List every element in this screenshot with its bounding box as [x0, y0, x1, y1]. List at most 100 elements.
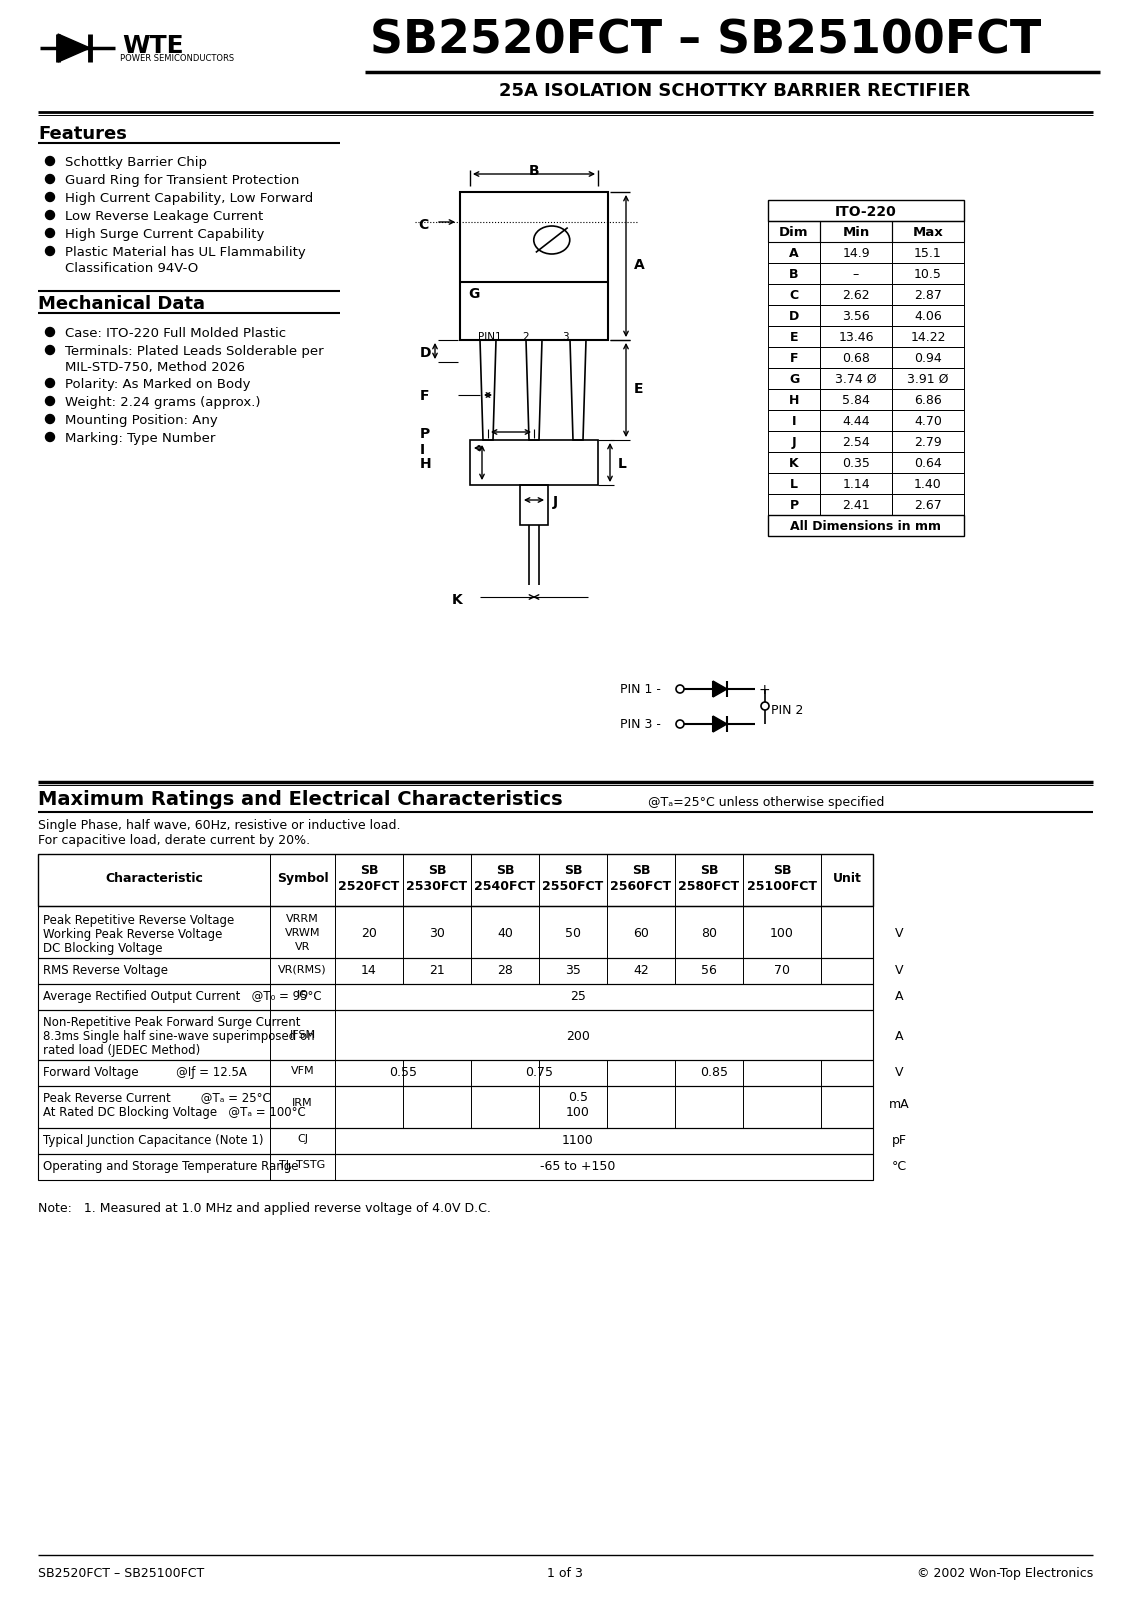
Text: Typical Junction Capacitance (Note 1): Typical Junction Capacitance (Note 1): [43, 1134, 264, 1147]
Text: 200: 200: [566, 1030, 590, 1043]
Circle shape: [761, 702, 769, 710]
Bar: [38, 1128, 873, 1154]
Text: Features: Features: [38, 125, 127, 142]
Text: Unit: Unit: [832, 872, 862, 885]
Text: L: L: [789, 478, 798, 491]
Bar: [892, 221, 964, 242]
Text: A: A: [789, 246, 798, 259]
Text: Working Peak Reverse Voltage: Working Peak Reverse Voltage: [43, 928, 223, 941]
Text: V: V: [895, 963, 904, 978]
Text: Non-Repetitive Peak Forward Surge Current: Non-Repetitive Peak Forward Surge Curren…: [43, 1016, 301, 1029]
Text: 4.44: 4.44: [843, 414, 870, 427]
Text: 2.41: 2.41: [843, 499, 870, 512]
Text: Characteristic: Characteristic: [105, 872, 202, 885]
Text: C: C: [418, 218, 429, 232]
Bar: [470, 440, 598, 485]
Text: Min: Min: [843, 226, 870, 238]
Text: Single Phase, half wave, 60Hz, resistive or inductive load.: Single Phase, half wave, 60Hz, resistive…: [38, 819, 400, 832]
Text: SB: SB: [495, 864, 515, 877]
Text: PIN 1 -: PIN 1 -: [620, 683, 661, 696]
Text: G: G: [468, 286, 480, 301]
Bar: [768, 200, 964, 221]
Circle shape: [45, 229, 54, 237]
Text: F: F: [420, 389, 430, 403]
Text: SB2520FCT – SB25100FCT: SB2520FCT – SB25100FCT: [38, 1566, 205, 1581]
Bar: [820, 474, 892, 494]
Text: +: +: [759, 683, 770, 698]
Text: mA: mA: [889, 1098, 909, 1110]
Text: Guard Ring for Transient Protection: Guard Ring for Transient Protection: [64, 174, 300, 187]
Bar: [768, 474, 820, 494]
Bar: [768, 494, 820, 515]
Text: VR(RMS): VR(RMS): [278, 963, 327, 974]
Text: DC Blocking Voltage: DC Blocking Voltage: [43, 942, 163, 955]
Bar: [820, 494, 892, 515]
Bar: [820, 389, 892, 410]
Bar: [38, 906, 873, 958]
Text: 13.46: 13.46: [838, 331, 874, 344]
Text: 14.9: 14.9: [843, 246, 870, 259]
Text: 25A ISOLATION SCHOTTKY BARRIER RECTIFIER: 25A ISOLATION SCHOTTKY BARRIER RECTIFIER: [500, 82, 970, 99]
Circle shape: [45, 379, 54, 387]
Text: VR: VR: [295, 942, 310, 952]
Text: Classification 94V-O: Classification 94V-O: [64, 262, 198, 275]
Text: 2540FCT: 2540FCT: [474, 880, 536, 893]
Text: Operating and Storage Temperature Range: Operating and Storage Temperature Range: [43, 1160, 299, 1173]
Text: CJ: CJ: [297, 1134, 308, 1144]
Text: Plastic Material has UL Flammability: Plastic Material has UL Flammability: [64, 246, 305, 259]
Text: WTE: WTE: [122, 34, 183, 58]
Text: B: B: [789, 267, 798, 282]
Text: SB2520FCT – SB25100FCT: SB2520FCT – SB25100FCT: [370, 18, 1042, 62]
Text: SB: SB: [563, 864, 582, 877]
Text: TJ, TSTG: TJ, TSTG: [279, 1160, 326, 1170]
Bar: [768, 515, 964, 536]
Text: V: V: [895, 926, 904, 939]
Text: B: B: [528, 165, 539, 178]
Text: IO: IO: [296, 990, 309, 1000]
Text: 2520FCT: 2520FCT: [338, 880, 399, 893]
Text: SB: SB: [700, 864, 718, 877]
Text: 100: 100: [566, 1106, 590, 1118]
Bar: [820, 368, 892, 389]
Text: © 2002 Won-Top Electronics: © 2002 Won-Top Electronics: [917, 1566, 1093, 1581]
Text: For capacitive load, derate current by 20%.: For capacitive load, derate current by 2…: [38, 834, 310, 846]
Text: 10.5: 10.5: [914, 267, 942, 282]
Circle shape: [45, 328, 54, 336]
Text: 1.14: 1.14: [843, 478, 870, 491]
Bar: [892, 474, 964, 494]
Bar: [768, 389, 820, 410]
Circle shape: [45, 246, 54, 256]
Text: P: P: [420, 427, 430, 442]
Text: 14: 14: [361, 963, 377, 978]
Text: IRM: IRM: [292, 1098, 313, 1107]
Text: 2.79: 2.79: [914, 435, 942, 450]
Bar: [892, 326, 964, 347]
Circle shape: [45, 211, 54, 219]
Text: 3: 3: [562, 333, 569, 342]
Text: 15.1: 15.1: [914, 246, 942, 259]
Text: Peak Repetitive Reverse Voltage: Peak Repetitive Reverse Voltage: [43, 914, 234, 926]
Text: MIL-STD-750, Method 2026: MIL-STD-750, Method 2026: [64, 362, 245, 374]
Bar: [768, 306, 820, 326]
Text: 80: 80: [701, 926, 717, 939]
Text: 1.40: 1.40: [914, 478, 942, 491]
Text: 30: 30: [429, 926, 444, 939]
Circle shape: [676, 720, 684, 728]
Bar: [820, 285, 892, 306]
Text: 70: 70: [774, 963, 789, 978]
Bar: [768, 368, 820, 389]
Bar: [460, 192, 608, 341]
Text: Note:   1. Measured at 1.0 MHz and applied reverse voltage of 4.0V D.C.: Note: 1. Measured at 1.0 MHz and applied…: [38, 1202, 491, 1214]
Text: Marking: Type Number: Marking: Type Number: [64, 432, 215, 445]
Bar: [38, 1086, 873, 1128]
Text: 0.55: 0.55: [389, 1066, 417, 1078]
Text: 2550FCT: 2550FCT: [543, 880, 604, 893]
Text: 2580FCT: 2580FCT: [679, 880, 740, 893]
Text: 3.56: 3.56: [843, 310, 870, 323]
Bar: [892, 242, 964, 262]
Circle shape: [45, 157, 54, 165]
Bar: [820, 306, 892, 326]
Text: V: V: [895, 1066, 904, 1078]
Bar: [768, 262, 820, 285]
Bar: [768, 242, 820, 262]
